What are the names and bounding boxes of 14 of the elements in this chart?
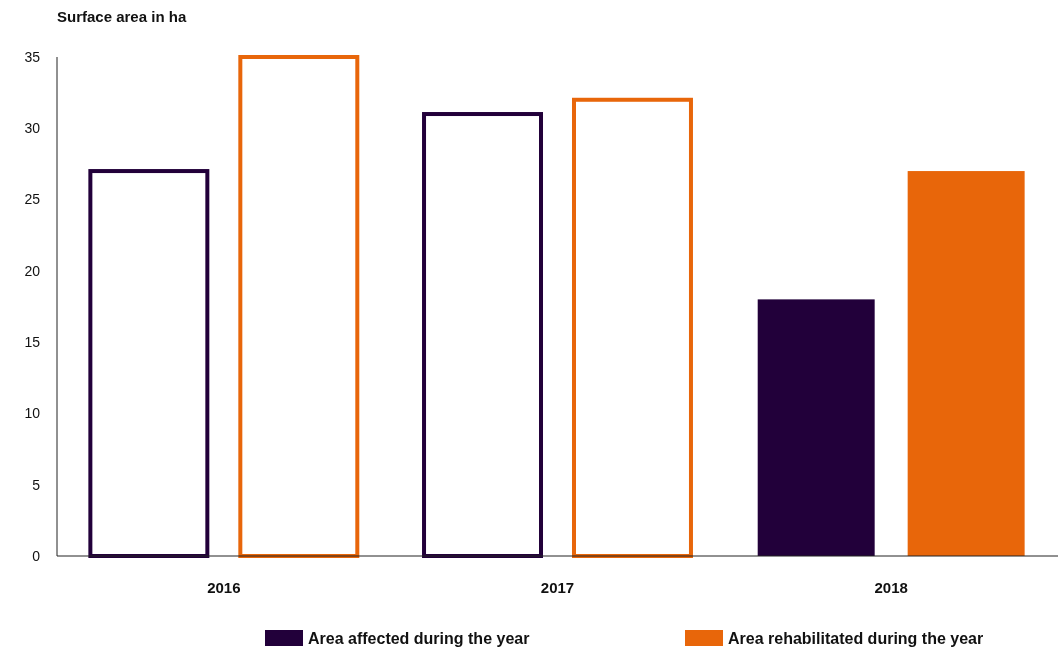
y-tick-label: 30: [24, 120, 41, 137]
legend-label: Area rehabilitated during the year: [728, 629, 984, 647]
y-tick-label: 10: [24, 405, 41, 422]
x-tick-label: 2018: [874, 579, 908, 596]
y-tick-label: 15: [24, 334, 41, 351]
legend-label: Area affected during the year: [308, 629, 530, 647]
y-tick-label: 25: [24, 191, 41, 208]
y-axis-title: Surface area in ha: [57, 8, 187, 25]
x-tick-label: 2016: [207, 579, 241, 596]
y-tick-label: 0: [32, 547, 41, 564]
y-tick-label: 5: [32, 476, 41, 493]
y-tick-label: 35: [24, 48, 41, 65]
x-tick-label: 2017: [540, 579, 575, 596]
y-tick-label: 20: [24, 262, 41, 279]
